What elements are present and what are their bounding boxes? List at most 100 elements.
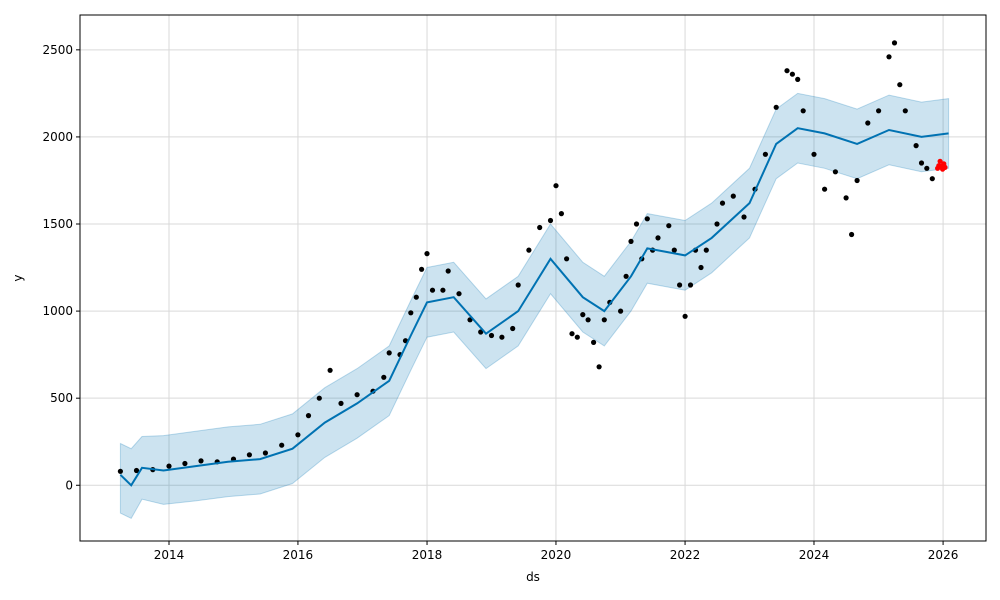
observed-point — [730, 193, 736, 199]
observed-point — [596, 364, 602, 370]
observed-point — [800, 108, 806, 114]
observed-point — [843, 195, 849, 201]
observed-point — [569, 331, 575, 337]
observed-point — [876, 108, 882, 114]
observed-point — [854, 177, 860, 184]
y-axis-label: y — [11, 274, 25, 281]
observed-point — [327, 367, 333, 373]
observed-point — [246, 452, 252, 458]
x-tick-label: 2016 — [283, 548, 314, 562]
observed-point — [547, 217, 554, 224]
observed-point — [510, 325, 516, 332]
observed-point — [526, 247, 532, 253]
observed-point — [553, 183, 559, 189]
observed-point — [408, 310, 414, 316]
holdout-points — [935, 158, 948, 172]
observed-point — [618, 308, 624, 314]
observed-point — [580, 312, 586, 318]
observed-point — [537, 224, 543, 231]
observed-point — [682, 313, 688, 319]
y-tick-label: 2000 — [42, 130, 73, 144]
y-tick-label: 1500 — [42, 217, 73, 231]
observed-point — [897, 82, 903, 88]
observed-point — [354, 392, 360, 398]
observed-point — [773, 104, 779, 110]
x-tick-label: 2022 — [670, 548, 701, 562]
observed-point — [585, 317, 591, 323]
observed-point — [440, 287, 446, 293]
observed-point — [762, 151, 769, 157]
observed-point — [386, 350, 392, 356]
observed-point — [623, 273, 629, 279]
observed-point — [338, 400, 344, 406]
observed-point — [924, 165, 930, 171]
observed-point — [832, 169, 839, 175]
observed-point — [198, 458, 204, 464]
holdout-point — [937, 158, 943, 164]
observed-point — [677, 282, 683, 288]
observed-point — [633, 221, 640, 227]
observed-point — [381, 374, 387, 380]
observed-point — [644, 216, 650, 222]
observed-point — [628, 238, 634, 244]
observed-point — [784, 68, 790, 74]
x-axis-label: ds — [526, 570, 540, 584]
observed-point — [499, 334, 505, 340]
observed-point — [714, 221, 720, 227]
observed-point — [811, 151, 817, 157]
x-tick-label: 2020 — [541, 548, 572, 562]
observed-point — [564, 256, 570, 262]
grid — [80, 15, 986, 541]
x-tick-label: 2018 — [412, 548, 443, 562]
observed-point — [445, 268, 451, 274]
y-tick-label: 500 — [50, 391, 73, 405]
observed-point — [913, 143, 919, 149]
observed-point — [262, 450, 268, 456]
observed-point — [515, 282, 521, 288]
observed-point — [666, 223, 672, 229]
observed-point — [456, 291, 462, 297]
observed-point — [478, 329, 484, 335]
observed-point — [687, 282, 694, 288]
observed-point — [295, 432, 301, 438]
observed-point — [865, 120, 871, 126]
uncertainty-band — [119, 92, 950, 520]
observed-point — [902, 108, 908, 114]
observed-point — [795, 76, 801, 82]
plot-area — [79, 14, 987, 542]
observed-point — [488, 332, 495, 339]
observed-point — [601, 317, 607, 323]
observed-point — [929, 176, 935, 182]
observed-point — [558, 211, 565, 217]
observed-point — [891, 40, 898, 46]
observed-point — [918, 160, 925, 166]
observed-point — [698, 264, 704, 271]
observed-point — [671, 247, 677, 253]
observed-point — [166, 463, 172, 469]
observed-point — [741, 214, 747, 220]
observed-points — [117, 40, 935, 474]
observed-point — [316, 395, 322, 401]
observed-point — [849, 231, 855, 238]
observed-point — [279, 442, 285, 448]
observed-point — [591, 339, 597, 345]
observed-point — [429, 287, 436, 293]
observed-point — [886, 54, 892, 60]
observed-point — [719, 200, 726, 206]
observed-point — [413, 294, 419, 300]
x-tick-label: 2026 — [928, 548, 959, 562]
observed-point — [655, 235, 661, 241]
y-tick-label: 1000 — [42, 304, 73, 318]
observed-point — [424, 251, 430, 257]
observed-point — [182, 460, 188, 467]
forecast-line — [119, 127, 949, 487]
observed-point — [133, 467, 140, 474]
observed-point — [703, 247, 709, 253]
observed-point — [117, 468, 123, 474]
observed-point — [574, 334, 580, 340]
y-tick-label: 0 — [65, 478, 73, 492]
observed-point — [789, 71, 796, 77]
x-tick-label: 2024 — [799, 548, 830, 562]
x-tick-label: 2014 — [154, 548, 185, 562]
